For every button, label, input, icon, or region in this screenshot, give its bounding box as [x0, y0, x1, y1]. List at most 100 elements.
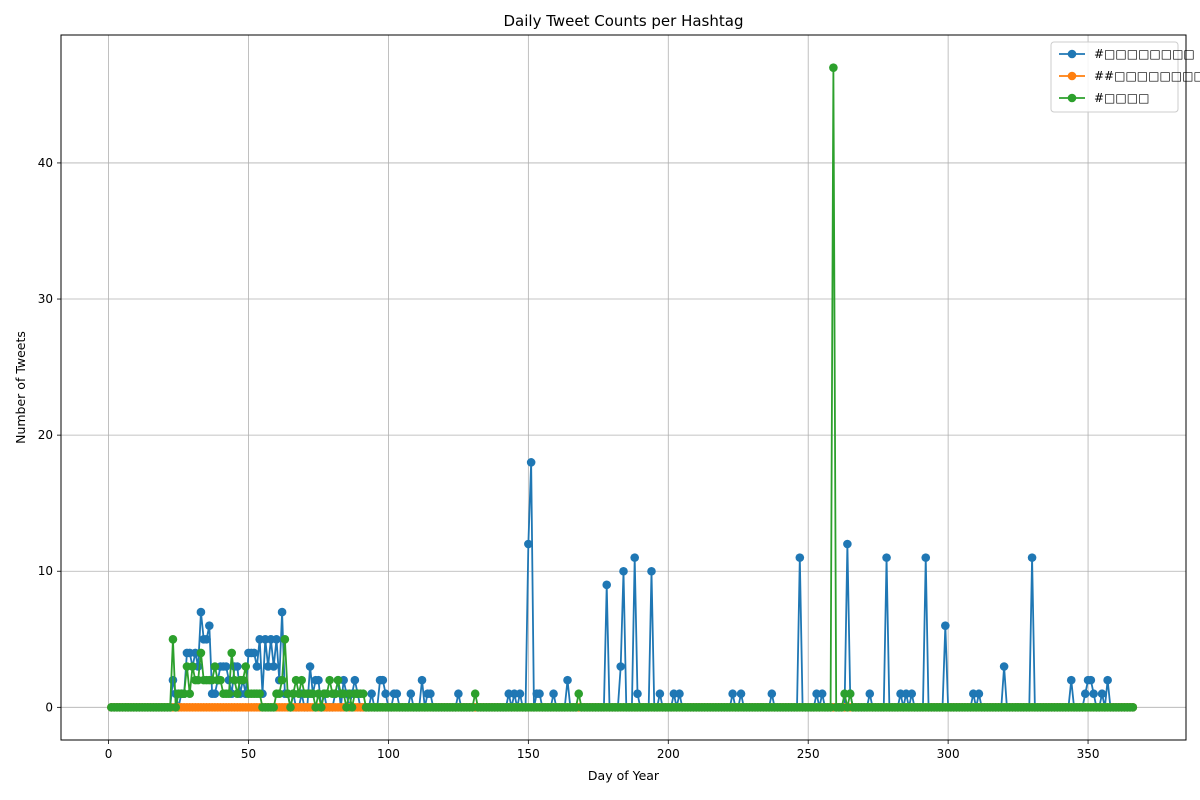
data-point [269, 703, 278, 712]
data-point [845, 689, 855, 699]
data-point [1066, 675, 1076, 685]
y-tick-label: 0 [45, 700, 53, 714]
data-point [563, 675, 572, 685]
data-point [274, 689, 284, 699]
data-point [1103, 675, 1112, 685]
data-point [728, 689, 737, 699]
data-point [1027, 553, 1037, 562]
legend-marker [1067, 93, 1077, 103]
data-point [426, 689, 435, 699]
data-point [1128, 703, 1138, 712]
data-point [736, 689, 746, 699]
data-point [406, 689, 416, 699]
data-point [1080, 689, 1090, 699]
x-tick-label: 350 [1077, 747, 1100, 761]
data-point [241, 662, 250, 671]
data-point [367, 689, 376, 699]
legend-marker [1067, 71, 1077, 81]
data-point [358, 689, 368, 699]
data-point [515, 689, 525, 699]
data-point [205, 621, 214, 630]
legend-box [1050, 41, 1179, 113]
data-point [196, 607, 206, 617]
data-point [216, 675, 225, 685]
y-axis-label: Number of Tweets [13, 331, 28, 444]
data-point [238, 675, 248, 685]
data-point [865, 689, 875, 699]
legend-label: ##□□□□□□□□ [1094, 69, 1200, 83]
data-point [1089, 689, 1098, 699]
legend-marker [1067, 49, 1077, 59]
data-point [381, 689, 390, 699]
data-point [767, 689, 777, 699]
data-point [224, 689, 234, 699]
data-point [549, 689, 558, 699]
data-point [829, 63, 838, 72]
data-point [843, 539, 852, 549]
data-point [574, 689, 584, 699]
x-tick-label: 50 [241, 747, 256, 761]
data-point [655, 689, 665, 699]
x-tick-label: 100 [377, 747, 400, 761]
data-point [616, 662, 625, 671]
y-tick-label: 20 [38, 428, 53, 442]
data-point [202, 634, 211, 644]
chart-title: Daily Tweet Counts per Hashtag [504, 12, 744, 30]
series-2 [107, 63, 1138, 712]
data-point [535, 689, 544, 699]
data-point [941, 621, 950, 630]
data-point [325, 675, 334, 685]
data-point [272, 634, 281, 644]
x-tick-label: 200 [657, 747, 680, 761]
x-tick-label: 0 [105, 747, 113, 761]
data-point [630, 553, 639, 562]
data-point [675, 689, 684, 699]
data-point [171, 703, 181, 712]
data-point [221, 662, 231, 671]
plot-frame [60, 34, 1187, 741]
data-point [277, 675, 287, 685]
data-point [795, 553, 805, 562]
legend-label: #□□□□□□□□ [1094, 47, 1195, 61]
data-point [392, 689, 402, 699]
data-point [454, 689, 463, 699]
legend-label: #□□□□ [1094, 91, 1149, 105]
x-axis-label: Day of Year [588, 768, 660, 783]
y-tick-label: 40 [38, 156, 53, 170]
y-axis: 0 10 20 30 40 [38, 156, 61, 714]
data-point [314, 675, 323, 685]
data-point [286, 703, 295, 712]
data-point [1097, 689, 1107, 699]
data-point [921, 553, 931, 562]
data-point [227, 648, 237, 658]
data-point [817, 689, 827, 699]
data-point [297, 675, 306, 685]
data-point [526, 458, 536, 467]
y-tick-label: 30 [38, 292, 53, 306]
data-point [233, 662, 242, 671]
data-point [210, 689, 220, 699]
x-tick-label: 250 [797, 747, 820, 761]
data-point [378, 675, 388, 685]
x-tick-label: 300 [937, 747, 960, 761]
data-point [210, 662, 220, 671]
data-point [188, 662, 197, 671]
data-point [974, 689, 984, 699]
data-point [882, 553, 891, 562]
data-point [633, 689, 642, 699]
data-point [647, 566, 656, 576]
data-point [1086, 675, 1096, 685]
data-point [602, 580, 612, 590]
data-point [168, 634, 178, 644]
data-point [196, 648, 206, 658]
data-point [619, 566, 628, 576]
data-point [233, 689, 242, 699]
data-point [168, 675, 178, 685]
legend: #□□□□□□□□ ##□□□□□□□□ #□□□□ [1050, 41, 1200, 113]
data-point [907, 689, 917, 699]
data-point [249, 648, 259, 658]
data-point [252, 662, 262, 671]
data-point [333, 675, 343, 685]
